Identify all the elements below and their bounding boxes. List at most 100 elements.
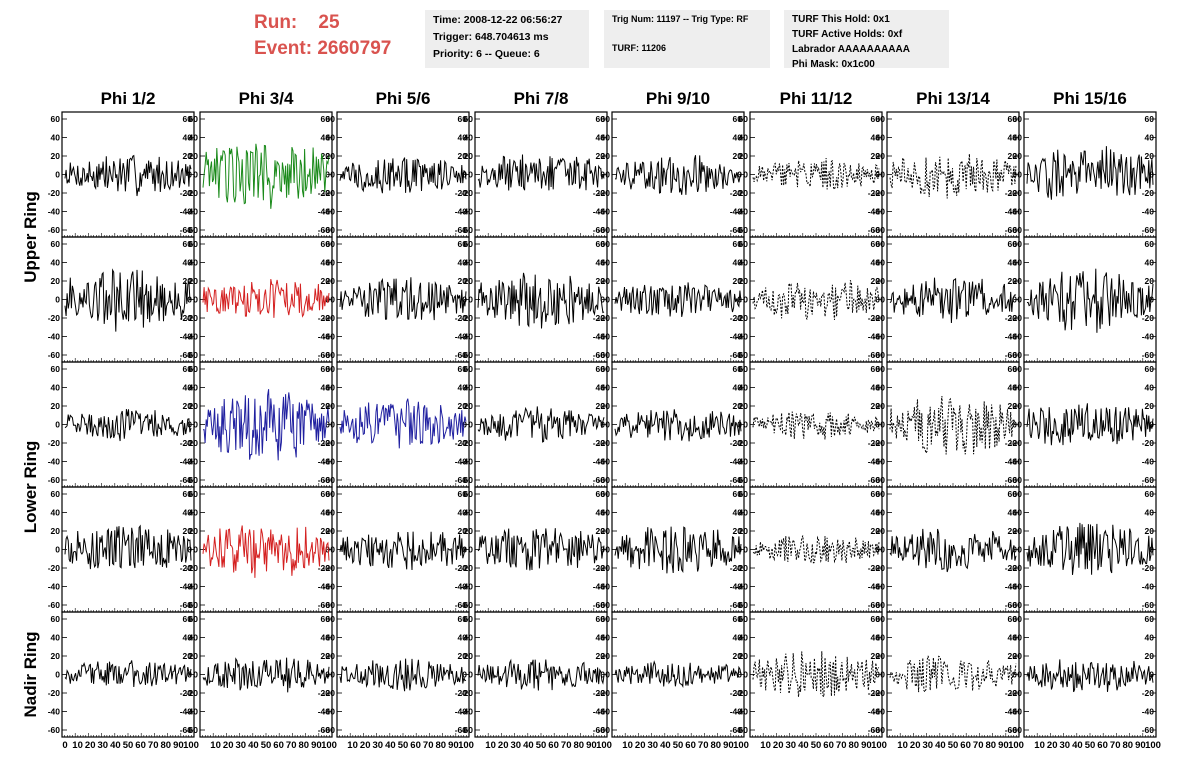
y-tick-label: -60 (1010, 225, 1023, 235)
event-value: 2660797 (317, 38, 392, 59)
y-tick-label: -60 (323, 600, 336, 610)
y-tick-label: 0 (325, 170, 330, 180)
y-tick-label: 40 (871, 383, 881, 393)
x-tick-label: 60 (960, 740, 971, 751)
y-tick-label: -60 (868, 350, 881, 360)
y-tick-label: -40 (593, 207, 606, 217)
y-tick-label: -40 (873, 582, 886, 592)
y-tick-label: 40 (876, 258, 886, 268)
waveform-trace (64, 524, 192, 570)
y-tick-label: 60 (596, 364, 606, 374)
phi-mask-text: Phi Mask: 0x1c00 (792, 59, 875, 70)
y-tick-label: -20 (318, 188, 331, 198)
run-value: 25 (318, 12, 340, 33)
waveform-trace (1026, 659, 1154, 693)
panel-frame (1023, 611, 1157, 738)
y-tick-label: 60 (871, 239, 881, 249)
x-tick-label: 60 (410, 740, 421, 751)
y-tick-label: 60 (1145, 614, 1155, 624)
y-tick-label: 20 (739, 151, 749, 161)
y-tick-label: -20 (186, 313, 199, 323)
y-tick-label: -60 (598, 225, 611, 235)
y-tick-label: 60 (1013, 239, 1023, 249)
y-tick-label: 20 (458, 651, 468, 661)
y-tick-label: -20 (461, 188, 474, 198)
y-tick-label: -60 (598, 350, 611, 360)
y-tick-label: 40 (1008, 133, 1018, 143)
trigger-text: Trigger: 648.704613 ms (433, 31, 549, 43)
y-tick-label: 60 (739, 489, 749, 499)
waveform-trace (64, 268, 192, 332)
y-tick-label: -60 (1010, 600, 1023, 610)
y-tick-label: -20 (455, 188, 468, 198)
y-tick-label: -20 (48, 438, 61, 448)
y-tick-label: -40 (455, 332, 468, 342)
y-tick-label: 60 (601, 614, 611, 624)
y-tick-label: -40 (461, 457, 474, 467)
y-tick-label: -20 (318, 563, 331, 573)
y-tick-label: -40 (455, 582, 468, 592)
y-tick-label: -40 (593, 332, 606, 342)
y-tick-label: -60 (598, 600, 611, 610)
y-tick-label: -20 (730, 563, 743, 573)
x-tick-label: 60 (135, 740, 146, 751)
y-tick-label: -60 (868, 475, 881, 485)
y-tick-label: -60 (48, 725, 61, 735)
y-tick-label: -40 (186, 707, 199, 717)
y-tick-label: -20 (1010, 688, 1023, 698)
waveform-trace (1026, 268, 1154, 333)
y-tick-label: 20 (1008, 151, 1018, 161)
y-tick-label: -20 (1142, 188, 1155, 198)
y-tick-label: 60 (733, 114, 743, 124)
y-tick-label: 0 (880, 420, 885, 430)
y-tick-label: 20 (1013, 276, 1023, 286)
y-tick-label: -60 (180, 350, 193, 360)
y-tick-label: 40 (326, 258, 336, 268)
y-tick-label: 0 (1149, 545, 1154, 555)
y-tick-label: 40 (51, 633, 61, 643)
y-tick-label: -40 (186, 582, 199, 592)
y-tick-label: 40 (189, 258, 199, 268)
y-tick-label: 20 (1145, 276, 1155, 286)
y-tick-label: 40 (733, 258, 743, 268)
y-tick-label: -20 (593, 438, 606, 448)
x-tick-label: 60 (548, 740, 559, 751)
x-tick-label: 60 (273, 740, 284, 751)
x-tick-label: 90 (998, 740, 1009, 751)
waveform-trace (752, 411, 880, 440)
y-tick-label: 0 (193, 420, 198, 430)
y-tick-label: 0 (468, 420, 473, 430)
y-tick-label: 0 (1017, 170, 1022, 180)
y-tick-label: 40 (189, 383, 199, 393)
y-tick-label: 60 (1008, 114, 1018, 124)
x-tick-label: 30 (236, 740, 247, 751)
x-tick-label: 20 (360, 740, 371, 751)
y-tick-label: -40 (48, 332, 61, 342)
panel-frame (61, 611, 195, 738)
y-tick-label: 40 (464, 508, 474, 518)
y-tick-label: -40 (598, 582, 611, 592)
y-tick-label: -40 (730, 582, 743, 592)
y-tick-label: 0 (1149, 295, 1154, 305)
y-tick-label: 40 (464, 258, 474, 268)
y-tick-label: -40 (730, 332, 743, 342)
y-tick-label: 40 (733, 383, 743, 393)
y-tick-label: -60 (868, 225, 881, 235)
column-header: Phi 1/2 (101, 89, 156, 108)
y-tick-label: 20 (601, 276, 611, 286)
y-tick-label: 0 (325, 420, 330, 430)
y-tick-label: -40 (1010, 582, 1023, 592)
y-tick-label: -40 (48, 582, 61, 592)
y-tick-label: 20 (51, 401, 61, 411)
x-tick-label: 30 (786, 740, 797, 751)
y-tick-label: 40 (458, 258, 468, 268)
y-tick-label: 0 (875, 420, 880, 430)
y-tick-label: -40 (736, 707, 749, 717)
y-tick-label: -40 (873, 707, 886, 717)
panel-frame (61, 486, 195, 613)
x-tick-label: 50 (536, 740, 547, 751)
x-tick-label: 50 (948, 740, 959, 751)
y-tick-label: -20 (1142, 563, 1155, 573)
